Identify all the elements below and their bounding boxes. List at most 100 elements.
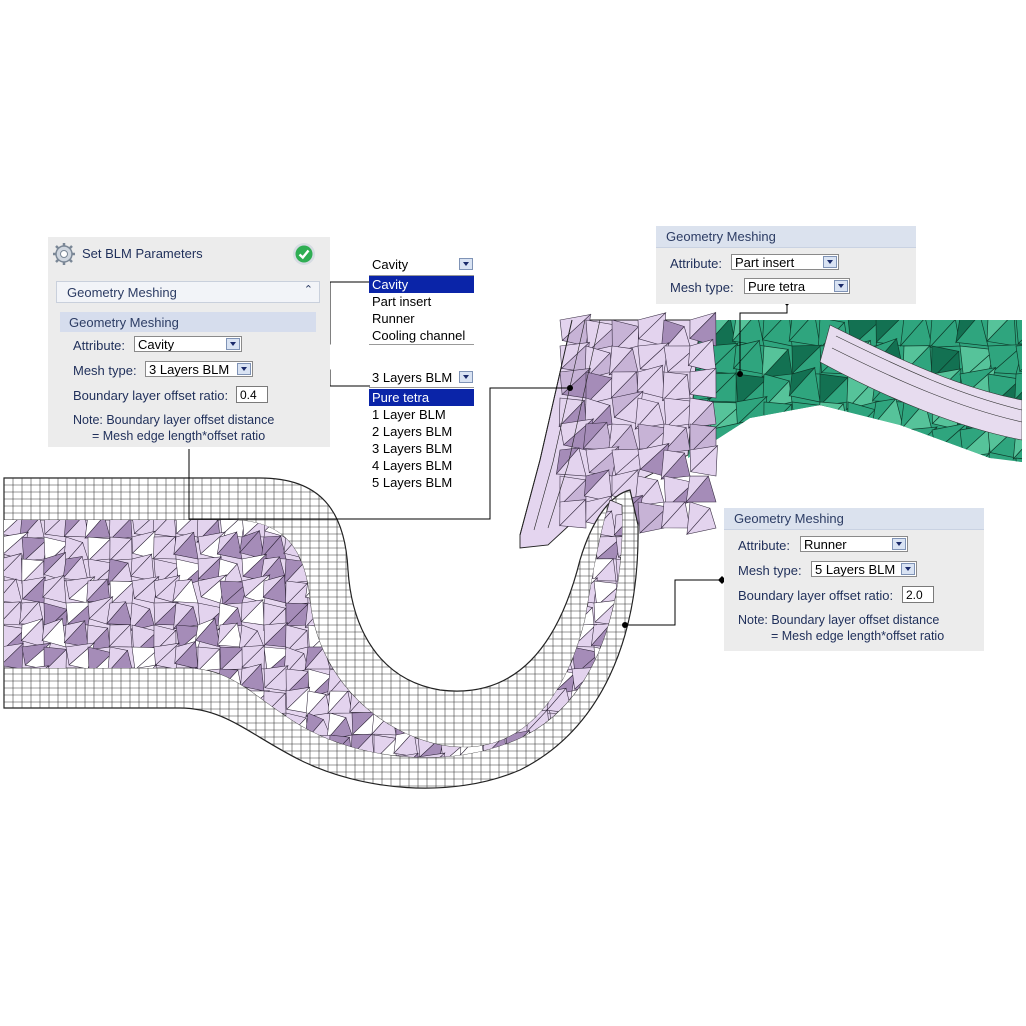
runner-ratio-label: Boundary layer offset ratio: — [738, 588, 894, 603]
mesh-element — [571, 752, 595, 758]
dropdown-arrow-icon[interactable] — [459, 371, 473, 383]
mesh-element — [221, 763, 244, 785]
mesh-element — [416, 599, 440, 623]
mesh-element — [615, 668, 623, 697]
mesh-element — [90, 733, 117, 758]
mesh-type-dropdown-current[interactable]: 3 Layers BLM — [369, 369, 474, 388]
mesh-element — [612, 712, 623, 740]
option-pure-tetra[interactable]: Pure tetra — [369, 389, 474, 406]
mesh-element — [990, 464, 1020, 492]
mesh-element — [851, 425, 885, 459]
mesh-element — [442, 542, 469, 566]
mesh-element — [395, 575, 420, 599]
dropdown-arrow-icon[interactable] — [459, 258, 473, 270]
mesh-element — [284, 629, 309, 653]
mesh-element — [735, 429, 771, 462]
mesh-element — [219, 729, 246, 753]
attribute-select[interactable]: Cavity — [134, 336, 242, 352]
runner-geometry-meshing-panel: Geometry Meshing Attribute: Runner Mesh … — [724, 508, 984, 651]
mesh-element — [395, 575, 419, 604]
mesh-element — [846, 449, 876, 462]
mesh-element — [415, 536, 436, 564]
mesh-element — [4, 756, 22, 758]
set-blm-parameters-dialog: Set BLM Parameters Geometry Meshing ⌃ Ge… — [48, 237, 330, 447]
mesh-element — [108, 751, 131, 758]
mesh-element — [593, 761, 616, 783]
mesh-element — [21, 752, 46, 758]
group-header: Geometry Meshing — [60, 312, 316, 332]
mesh-element — [177, 707, 203, 736]
option-5-layers-blm[interactable]: 5 Layers BLM — [372, 475, 453, 490]
mesh-element — [593, 715, 618, 739]
mesh-element — [482, 580, 505, 604]
insert-attribute-select[interactable]: Part insert — [731, 254, 839, 270]
option-runner[interactable]: Runner — [372, 311, 415, 326]
mesh-element — [198, 761, 220, 783]
mesh-element — [460, 578, 485, 604]
runner-mesh-type-select[interactable]: 5 Layers BLM — [811, 561, 917, 577]
mesh-element — [350, 553, 375, 582]
option-part-insert[interactable]: Part insert — [372, 294, 432, 309]
mesh-element — [525, 577, 551, 604]
option-2-layers-blm[interactable]: 2 Layers BLM — [372, 424, 453, 439]
mesh-element — [482, 579, 507, 604]
mesh-element — [129, 718, 155, 742]
option-4-layers-blm[interactable]: 4 Layers BLM — [372, 458, 453, 473]
mesh-element — [130, 553, 155, 582]
mesh-element — [793, 458, 827, 462]
mesh-element — [686, 507, 717, 535]
dropdown-arrow-icon[interactable] — [892, 538, 906, 550]
mesh-element — [613, 512, 623, 538]
collapse-icon[interactable]: ⌃ — [303, 284, 313, 296]
mesh-element — [395, 752, 419, 758]
mesh-element — [414, 648, 441, 672]
mesh-element — [43, 763, 66, 785]
runner-attribute-select[interactable]: Runner — [800, 536, 908, 552]
mesh-element — [220, 728, 245, 758]
attribute-select-value: Cavity — [138, 337, 175, 352]
mesh-element — [395, 641, 421, 665]
mesh-element — [463, 650, 490, 674]
mesh-type-dropdown[interactable]: 3 Layers BLM Pure tetra 1 Layer BLM 2 La… — [369, 369, 474, 494]
mesh-element — [418, 621, 443, 648]
insert-mesh-type-label: Mesh type: — [670, 280, 734, 295]
dropdown-arrow-icon[interactable] — [834, 280, 848, 292]
mesh-element — [350, 553, 373, 577]
mesh-element — [327, 690, 353, 714]
dropdown-arrow-icon[interactable] — [237, 363, 251, 375]
runner-note-line-2: = Mesh edge length*offset ratio — [771, 629, 945, 643]
attribute-dropdown[interactable]: Cavity Cavity Part insert Runner Cooling… — [369, 256, 474, 348]
option-1-layer-blm[interactable]: 1 Layer BLM — [372, 407, 446, 422]
mesh-element — [108, 751, 133, 758]
mesh-element — [175, 733, 202, 757]
mesh-element — [151, 755, 173, 758]
option-3-layers-blm[interactable]: 3 Layers BLM — [372, 441, 453, 456]
mesh-element — [817, 401, 845, 433]
mesh-element — [481, 598, 507, 626]
mesh-element — [612, 691, 623, 715]
dropdown-arrow-icon[interactable] — [226, 338, 240, 350]
dropdown-arrow-icon[interactable] — [901, 563, 915, 575]
mesh-type-select[interactable]: 3 Layers BLM — [145, 361, 253, 377]
mesh-element — [371, 602, 397, 626]
mesh-element — [4, 552, 23, 582]
insert-mesh-type-select[interactable]: Pure tetra — [744, 278, 850, 294]
option-cooling-channel[interactable]: Cooling channel — [372, 328, 466, 343]
mesh-element — [615, 558, 623, 587]
dropdown-arrow-icon[interactable] — [823, 256, 837, 268]
runner-ratio-input[interactable]: 2.0 — [902, 586, 934, 603]
ratio-input[interactable]: 0.4 — [236, 386, 268, 403]
section-header[interactable]: Geometry Meshing ⌃ — [56, 281, 320, 303]
mesh-element — [151, 754, 177, 758]
mesh-element — [108, 624, 133, 648]
mesh-element — [239, 530, 265, 560]
mesh-element — [376, 511, 402, 538]
attribute-dropdown-current[interactable]: Cavity — [369, 256, 474, 274]
mesh-element — [503, 600, 524, 624]
mesh-element — [461, 646, 490, 674]
mesh-element — [636, 364, 665, 399]
option-cavity[interactable]: Cavity — [369, 276, 474, 293]
check-icon[interactable] — [292, 242, 316, 266]
mesh-element — [417, 557, 446, 581]
mesh-element — [872, 449, 898, 462]
